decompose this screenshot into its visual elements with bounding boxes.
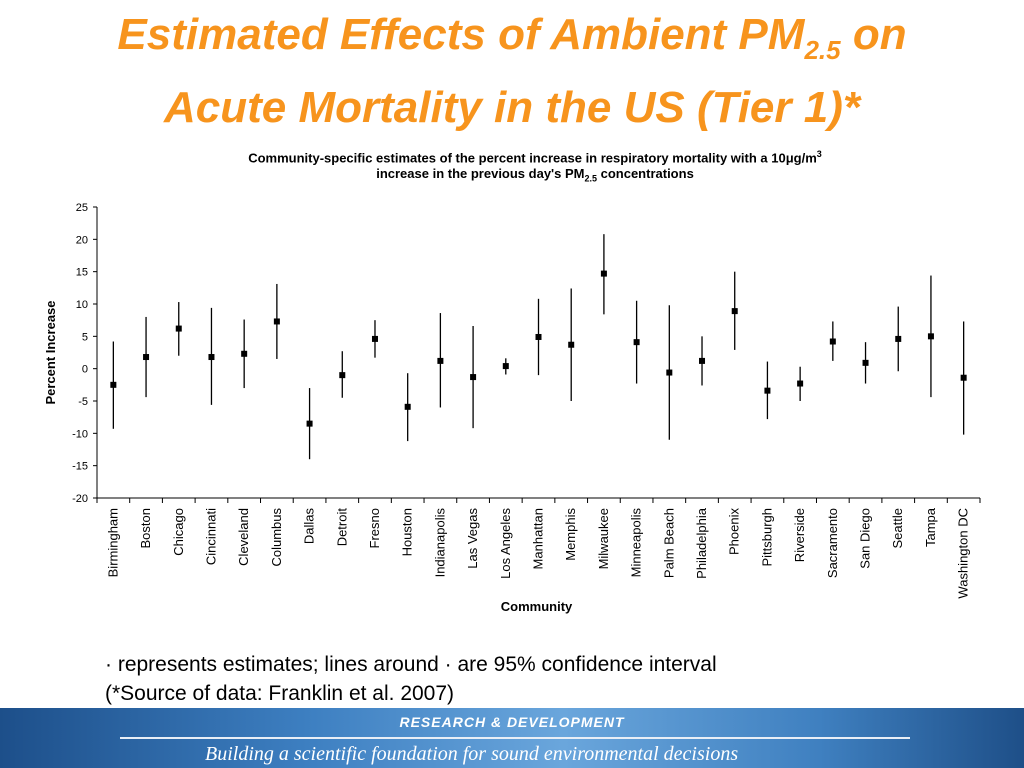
x-category-label: Boston: [138, 508, 153, 548]
banner-heading: RESEARCH & DEVELOPMENT: [399, 714, 625, 730]
chart-caption-line2: increase in the previous day's PM: [376, 166, 585, 182]
footer-banner: RESEARCH & DEVELOPMENT Building a scient…: [0, 708, 1024, 768]
x-category-label: Los Angeles: [498, 508, 513, 579]
x-category-label: Milwaukee: [596, 508, 611, 569]
estimate-point: [502, 363, 509, 370]
estimate-point: [960, 374, 967, 381]
estimate-point: [829, 338, 836, 345]
x-category-label: Houston: [400, 508, 415, 556]
estimate-point: [208, 354, 215, 361]
estimate-point: [764, 387, 771, 394]
estimate-point: [175, 325, 182, 332]
estimate-point: [306, 420, 313, 427]
estimate-point: [797, 380, 804, 387]
x-category-label: Riverside: [792, 508, 807, 562]
footnote-line2: (*Source of data: Franklin et al. 2007): [105, 682, 455, 705]
x-category-label: Las Vegas: [465, 508, 480, 569]
x-category-label: Minneapolis: [629, 508, 644, 578]
y-axis-title: Percent Increase: [43, 300, 58, 404]
estimate-point: [143, 354, 150, 361]
y-tick-label: 5: [82, 331, 88, 343]
x-category-label: San Diego: [858, 508, 873, 569]
title-subscript: 2.5: [804, 35, 841, 65]
chart-caption-sup: 3: [816, 149, 822, 159]
x-category-label: Dallas: [302, 508, 317, 545]
banner-divider: [120, 737, 910, 739]
y-tick-label: -5: [78, 396, 88, 408]
x-category-label: Seattle: [890, 508, 905, 548]
banner-tagline: Building a scientific foundation for sou…: [205, 743, 739, 765]
estimate-point: [437, 357, 444, 364]
x-category-label: Cincinnati: [203, 508, 218, 565]
x-category-label: Tampa: [923, 507, 938, 547]
x-category-label: Manhattan: [531, 508, 546, 569]
y-tick-label: 25: [76, 202, 88, 214]
x-category-label: Fresno: [367, 508, 382, 548]
estimate-point: [339, 372, 346, 379]
footnote-line1: · represents estimates; lines around · a…: [105, 653, 717, 676]
x-category-label: Indianapolis: [432, 508, 447, 578]
chart-caption-line1: Community-specific estimates of the perc…: [248, 150, 786, 166]
x-category-label: Philadelphia: [694, 507, 709, 579]
estimate-point: [470, 374, 477, 381]
chart-caption: Community-specific estimates of the perc…: [60, 146, 1010, 187]
x-category-label: Sacramento: [825, 508, 840, 578]
estimate-point: [371, 335, 378, 342]
title-line1-main: Estimated Effects of Ambient PM: [117, 10, 805, 59]
y-tick-label: -20: [72, 493, 88, 505]
estimate-point: [862, 359, 869, 366]
estimate-point: [895, 335, 902, 342]
x-category-label: Columbus: [269, 508, 284, 567]
estimate-point: [273, 318, 280, 325]
error-bar-chart: -20 -15 -10 -5 0 5 10 15 20 25 Birmingham Boston Chi…: [43, 202, 981, 614]
estimate-point: [404, 403, 411, 410]
footnote: · represents estimates; lines around · a…: [105, 650, 1005, 708]
estimate-point: [731, 308, 738, 315]
x-category-label: Washington DC: [956, 508, 971, 599]
x-category-label: Pittsburgh: [759, 508, 774, 567]
y-tick-label: 10: [76, 299, 88, 311]
chart-caption-sub: 2.5: [584, 173, 597, 184]
y-tick-label: -10: [72, 428, 88, 440]
estimate-point: [568, 341, 575, 348]
x-category-label: Phoenix: [727, 508, 742, 555]
estimate-point: [600, 270, 607, 277]
estimate-point: [241, 350, 248, 357]
x-category-label: Memphis: [563, 508, 578, 561]
x-category-label: Palm Beach: [661, 508, 676, 578]
estimate-point: [927, 333, 934, 340]
slide-title: Estimated Effects of Ambient PM2.5 on Ac…: [0, 6, 1024, 137]
y-tick-label: 15: [76, 267, 88, 279]
x-category-label: Cleveland: [236, 508, 251, 566]
estimate-point: [633, 339, 640, 346]
x-category-label: Detroit: [334, 508, 349, 547]
x-axis-title: Community: [501, 599, 573, 614]
chart-caption-line2-end: concentrations: [597, 166, 694, 182]
chart-caption-unit: μg/m: [785, 150, 817, 166]
y-tick-label: 0: [82, 364, 88, 376]
title-line1-end: on: [840, 10, 907, 59]
y-tick-label: -15: [72, 461, 88, 473]
x-category-label: Birmingham: [105, 508, 120, 577]
estimate-point: [699, 357, 706, 364]
estimate-point: [110, 381, 117, 388]
estimate-point: [535, 333, 542, 340]
x-category-label: Chicago: [171, 508, 186, 556]
title-line2: Acute Mortality in the US (Tier 1)*: [164, 83, 860, 132]
estimate-point: [666, 369, 673, 376]
y-tick-label: 20: [76, 234, 88, 246]
